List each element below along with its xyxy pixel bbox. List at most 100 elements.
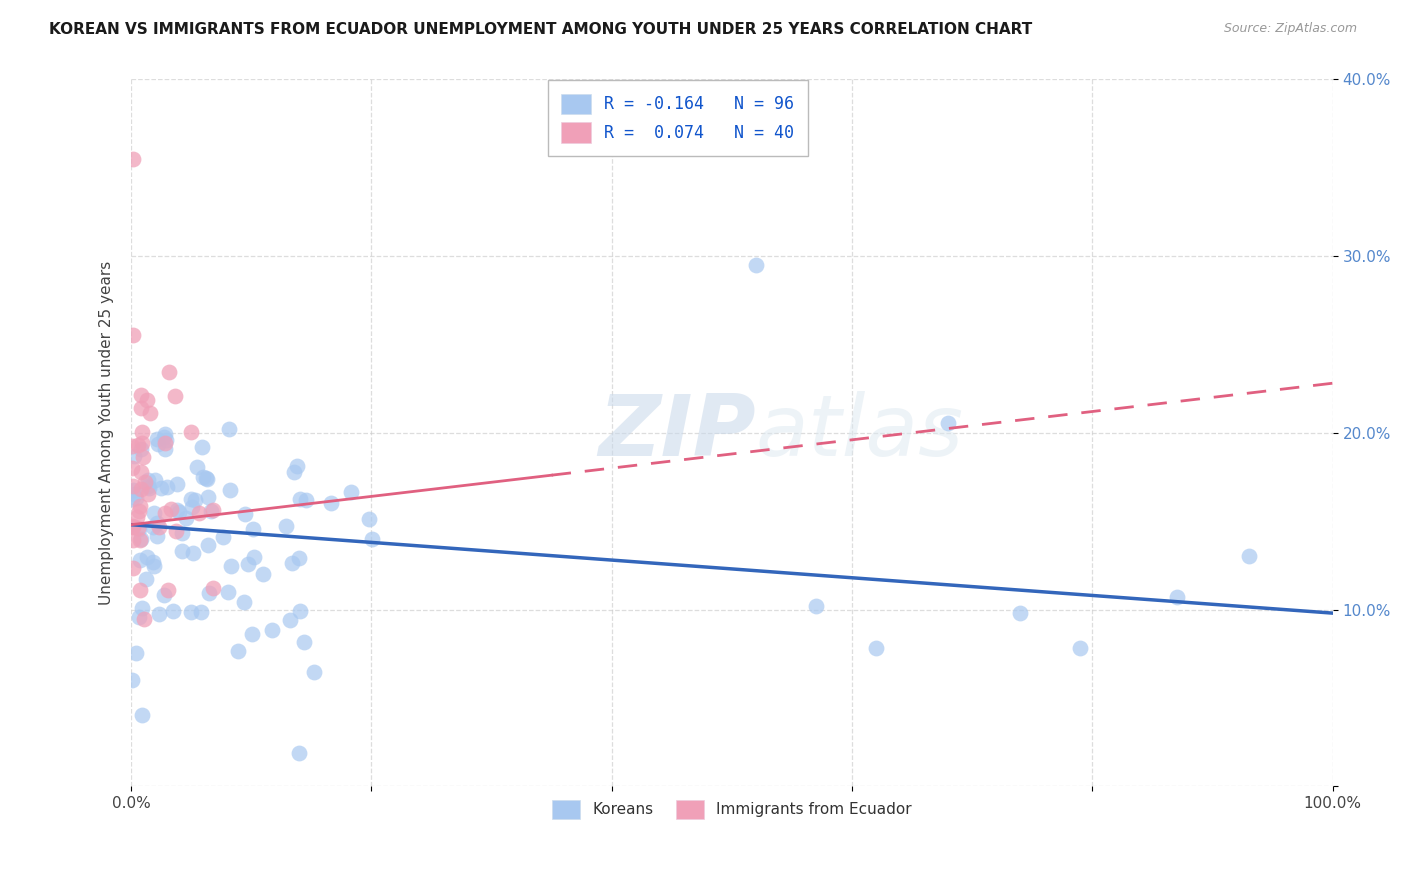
Point [278, 613, 301, 627]
Point [360, 532, 382, 546]
Point [262, 624, 284, 638]
Point [191, 440, 214, 454]
Point [121, 673, 143, 687]
Point [125, 646, 148, 660]
Point [218, 422, 240, 436]
Point [319, 496, 342, 510]
Point [121, 483, 143, 497]
Point [148, 607, 170, 622]
Point [142, 555, 165, 569]
Point [156, 583, 179, 598]
Point [197, 538, 219, 552]
Point [217, 584, 239, 599]
Point [174, 511, 197, 525]
Point [148, 520, 170, 534]
Point [127, 521, 149, 535]
Point [357, 512, 380, 526]
Point [153, 588, 176, 602]
Point [124, 491, 146, 505]
Point [135, 572, 157, 586]
Point [129, 533, 152, 548]
Point [131, 707, 153, 722]
Point [124, 487, 146, 501]
Point [288, 550, 311, 565]
Point [195, 471, 218, 485]
Legend: Koreans, Immigrants from Ecuador: Koreans, Immigrants from Ecuador [547, 794, 918, 825]
Point [283, 465, 305, 479]
Point [143, 473, 166, 487]
Point [129, 442, 152, 456]
Point [122, 479, 145, 493]
Point [136, 549, 159, 564]
Point [169, 505, 191, 519]
Point [136, 473, 159, 487]
Point [294, 493, 316, 508]
Point [121, 491, 143, 506]
Point [134, 475, 156, 490]
Point [136, 487, 159, 501]
Point [195, 471, 218, 485]
Point [1069, 640, 1091, 655]
Point [146, 516, 169, 530]
Point [131, 425, 153, 439]
Point [1010, 606, 1032, 620]
Point [240, 627, 263, 641]
Point [211, 530, 233, 544]
Point [121, 561, 143, 575]
Point [190, 605, 212, 619]
Point [160, 502, 183, 516]
Point [129, 483, 152, 497]
Point [153, 430, 176, 444]
Point [155, 434, 177, 448]
Point [122, 518, 145, 533]
Point [197, 491, 219, 505]
Point [153, 506, 176, 520]
Point [181, 546, 204, 560]
Point [142, 559, 165, 574]
Point [285, 459, 308, 474]
Point [128, 582, 150, 597]
Point [131, 601, 153, 615]
Point [131, 435, 153, 450]
Point [149, 481, 172, 495]
Text: KOREAN VS IMMIGRANTS FROM ECUADOR UNEMPLOYMENT AMONG YOUTH UNDER 25 YEARS CORREL: KOREAN VS IMMIGRANTS FROM ECUADOR UNEMPL… [49, 22, 1032, 37]
Point [134, 612, 156, 626]
Point [292, 634, 315, 648]
Y-axis label: Unemployment Among Youth under 25 years: Unemployment Among Youth under 25 years [100, 260, 114, 605]
Point [128, 504, 150, 518]
Point [132, 450, 155, 465]
Point [127, 438, 149, 452]
Point [226, 643, 249, 657]
Point [146, 529, 169, 543]
Point [122, 520, 145, 534]
Point [153, 442, 176, 457]
Point [242, 522, 264, 536]
Point [127, 509, 149, 524]
Point [165, 524, 187, 538]
Point [304, 665, 326, 680]
Point [202, 502, 225, 516]
Point [188, 506, 211, 520]
Point [745, 258, 768, 272]
Point [200, 504, 222, 518]
Text: atlas: atlas [756, 392, 965, 475]
Point [121, 461, 143, 475]
Point [138, 481, 160, 495]
Point [163, 389, 186, 403]
Point [180, 491, 202, 506]
Point [865, 641, 887, 656]
Point [142, 519, 165, 533]
Point [201, 582, 224, 596]
Point [128, 609, 150, 624]
Point [186, 460, 208, 475]
Point [233, 507, 256, 521]
Point [219, 559, 242, 574]
Point [238, 557, 260, 571]
Point [288, 746, 311, 760]
Point [153, 426, 176, 441]
Point [156, 480, 179, 494]
Point [180, 425, 202, 439]
Point [157, 365, 180, 379]
Point [288, 491, 311, 506]
Point [242, 550, 264, 565]
